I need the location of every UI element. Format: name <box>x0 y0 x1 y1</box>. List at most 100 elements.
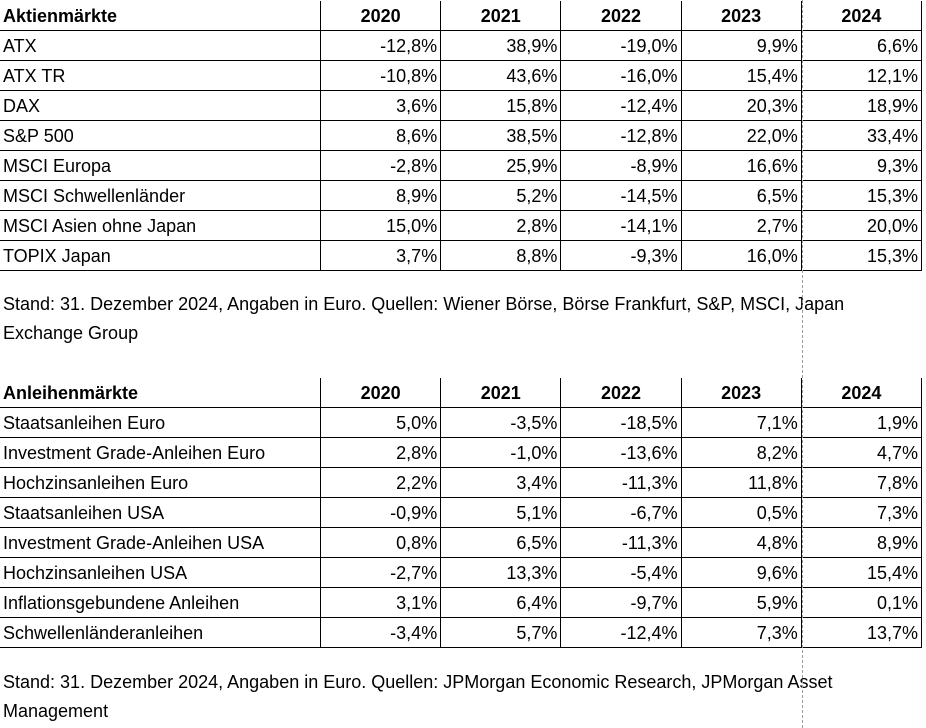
table-row: Schwellenländeranleihen -3,4% 5,7% -12,4% 7,… <box>0 617 923 648</box>
return-value-cell: 11,8% <box>681 467 802 498</box>
column-header-category: Aktienmärkte <box>0 1 322 31</box>
return-value-cell: 8,6% <box>320 120 442 151</box>
return-value-cell: -12,4% <box>560 617 682 648</box>
return-value-cell: -3,4% <box>320 617 442 648</box>
column-header-year: 2023 <box>681 378 802 408</box>
column-header-year: 2024 <box>801 378 923 408</box>
table-row: MSCI Schwellenländer 8,9% 5,2% -14,5% 6,5% 15… <box>0 180 923 211</box>
return-value-cell: 7,1% <box>681 407 802 438</box>
row-label: TOPIX Japan <box>0 240 322 271</box>
return-value-cell: 15,4% <box>801 557 923 588</box>
return-value-cell: 33,4% <box>801 120 923 151</box>
return-value-cell: -19,0% <box>560 30 682 61</box>
table-row: MSCI Asien ohne Japan 15,0% 2,8% -14,1% 2,7%… <box>0 210 923 241</box>
return-value-cell: 0,8% <box>320 527 442 558</box>
row-label: ATX <box>0 30 322 61</box>
row-label: Hochzinsanleihen Euro <box>0 467 322 498</box>
table-row: ATX -12,8% 38,9% -19,0% 9,9% 6,6% <box>0 30 923 61</box>
return-value-cell: -8,9% <box>560 150 682 181</box>
return-value-cell: 16,6% <box>681 150 802 181</box>
return-value-cell: 5,1% <box>440 497 562 528</box>
table-row: Hochzinsanleihen Euro 2,2% 3,4% -11,3% 11,8%… <box>0 467 923 498</box>
table-row: S&P 500 8,6% 38,5% -12,8% 22,0% 33,4% <box>0 120 923 151</box>
row-label: DAX <box>0 90 322 121</box>
equity-table-body: Aktienmärkte 2020 2021 2022 2023 2024 ATX -12,8… <box>0 1 923 271</box>
return-value-cell: -11,3% <box>560 527 682 558</box>
return-value-cell: 15,3% <box>801 240 923 271</box>
return-value-cell: 7,3% <box>801 497 923 528</box>
return-value-cell: -11,3% <box>560 467 682 498</box>
row-label: Inflationsgebundene Anleihen <box>0 587 322 618</box>
return-value-cell: -0,9% <box>320 497 442 528</box>
return-value-cell: 7,3% <box>681 617 802 648</box>
table-row: Hochzinsanleihen USA -2,7% 13,3% -5,4% 9,6% 1… <box>0 557 923 588</box>
return-value-cell: 25,9% <box>440 150 562 181</box>
column-header-year: 2022 <box>560 378 682 408</box>
return-value-cell: -1,0% <box>440 437 562 468</box>
equity-markets-table: Aktienmärkte 2020 2021 2022 2023 2024 ATX -12,8… <box>0 1 923 271</box>
return-value-cell: 4,7% <box>801 437 923 468</box>
equity-source-note: Stand: 31. Dezember 2024, Angaben in Eur… <box>3 294 845 343</box>
return-value-cell: 4,8% <box>681 527 802 558</box>
return-value-cell: 0,5% <box>681 497 802 528</box>
column-header-year: 2023 <box>681 1 802 31</box>
return-value-cell: 38,5% <box>440 120 562 151</box>
return-value-cell: 9,9% <box>681 30 802 61</box>
return-value-cell: -16,0% <box>560 60 682 91</box>
return-value-cell: 5,2% <box>440 180 562 211</box>
column-header-year: 2020 <box>320 1 442 31</box>
return-value-cell: 2,7% <box>681 210 802 241</box>
return-value-cell: 5,0% <box>320 407 442 438</box>
return-value-cell: 8,2% <box>681 437 802 468</box>
row-label: MSCI Asien ohne Japan <box>0 210 322 241</box>
return-value-cell: 5,7% <box>440 617 562 648</box>
return-value-cell: 8,9% <box>320 180 442 211</box>
return-value-cell: 6,5% <box>440 527 562 558</box>
return-value-cell: 1,9% <box>801 407 923 438</box>
bond-table-body: Anleihenmärkte 2020 2021 2022 2023 2024 Staats… <box>0 378 923 648</box>
return-value-cell: 43,6% <box>440 60 562 91</box>
return-value-cell: 9,3% <box>801 150 923 181</box>
return-value-cell: -5,4% <box>560 557 682 588</box>
return-value-cell: 38,9% <box>440 30 562 61</box>
table-row: Staatsanleihen USA -0,9% 5,1% -6,7% 0,5% 7,3% <box>0 497 923 528</box>
return-value-cell: -9,7% <box>560 587 682 618</box>
return-value-cell: 15,4% <box>681 60 802 91</box>
return-value-cell: 3,4% <box>440 467 562 498</box>
return-value-cell: 5,9% <box>681 587 802 618</box>
return-value-cell: -12,4% <box>560 90 682 121</box>
return-value-cell: 3,7% <box>320 240 442 271</box>
return-value-cell: 0,1% <box>801 587 923 618</box>
return-value-cell: 13,3% <box>440 557 562 588</box>
return-value-cell: 8,9% <box>801 527 923 558</box>
return-value-cell: 16,0% <box>681 240 802 271</box>
return-value-cell: -3,5% <box>440 407 562 438</box>
return-value-cell: -9,3% <box>560 240 682 271</box>
column-header-year: 2021 <box>440 378 562 408</box>
return-value-cell: 6,5% <box>681 180 802 211</box>
return-value-cell: 15,0% <box>320 210 442 241</box>
return-value-cell: 15,3% <box>801 180 923 211</box>
bond-source-note: Stand: 31. Dezember 2024, Angaben in Eur… <box>3 672 833 721</box>
return-value-cell: -13,6% <box>560 437 682 468</box>
row-label: MSCI Europa <box>0 150 322 181</box>
table-row: MSCI Europa -2,8% 25,9% -8,9% 16,6% 9,3% <box>0 150 923 181</box>
return-value-cell: 20,3% <box>681 90 802 121</box>
return-value-cell: 20,0% <box>801 210 923 241</box>
return-value-cell: 18,9% <box>801 90 923 121</box>
return-value-cell: 2,8% <box>320 437 442 468</box>
return-value-cell: -18,5% <box>560 407 682 438</box>
return-value-cell: 6,4% <box>440 587 562 618</box>
return-value-cell: 15,8% <box>440 90 562 121</box>
column-header-year: 2024 <box>801 1 923 31</box>
return-value-cell: 2,8% <box>440 210 562 241</box>
return-value-cell: 22,0% <box>681 120 802 151</box>
return-value-cell: -12,8% <box>320 30 442 61</box>
return-value-cell: 3,1% <box>320 587 442 618</box>
return-value-cell: 9,6% <box>681 557 802 588</box>
page-break-line <box>802 0 803 728</box>
row-label: MSCI Schwellenländer <box>0 180 322 211</box>
return-value-cell: 7,8% <box>801 467 923 498</box>
table-row: DAX 3,6% 15,8% -12,4% 20,3% 18,9% <box>0 90 923 121</box>
row-label: Staatsanleihen Euro <box>0 407 322 438</box>
